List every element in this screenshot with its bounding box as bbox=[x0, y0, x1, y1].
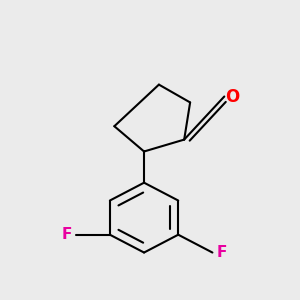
Text: F: F bbox=[216, 245, 226, 260]
Text: F: F bbox=[61, 227, 72, 242]
Text: O: O bbox=[226, 88, 240, 106]
